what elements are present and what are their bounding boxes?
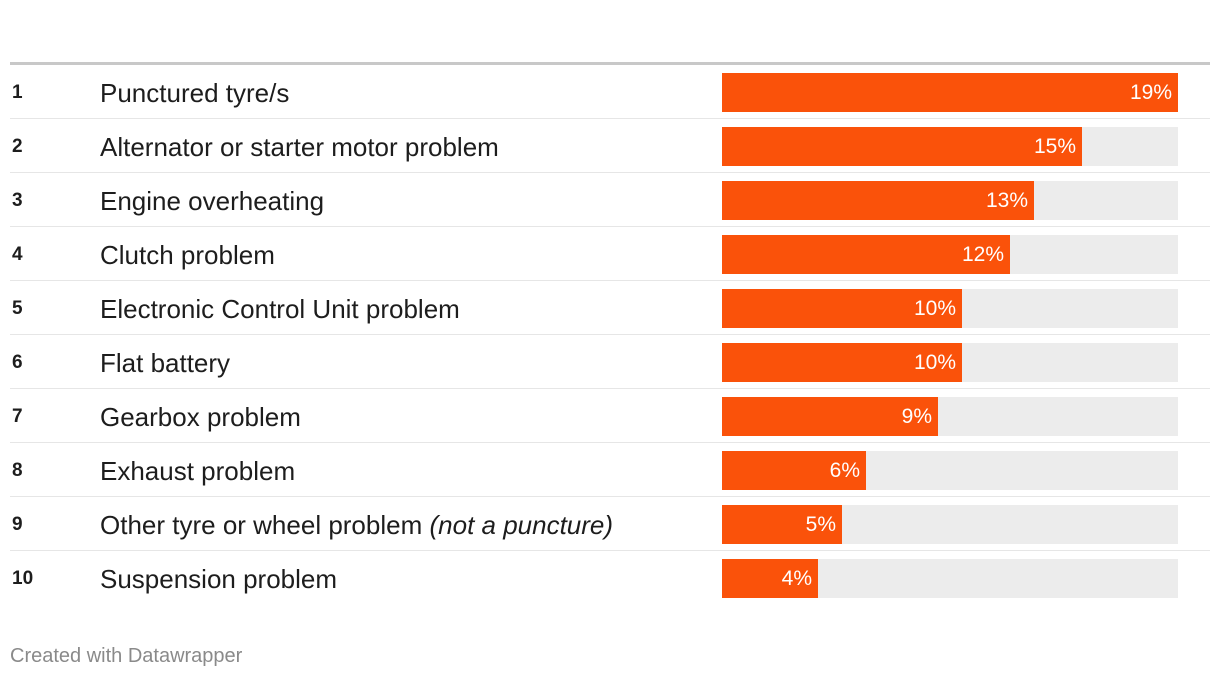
category-name: Clutch problem <box>100 240 275 270</box>
bar-track: 15% <box>722 127 1178 166</box>
bar-value-label: 10% <box>913 351 956 374</box>
bar-track: 5% <box>722 505 1178 544</box>
category-name: Exhaust problem <box>100 456 296 486</box>
table-row: 10 Suspension problem 4% <box>10 551 1210 604</box>
category-label: Flat battery <box>100 335 230 388</box>
bar: 12% <box>722 235 1010 274</box>
ranking-table: 1 Punctured tyre/s 19% 2 Alternator or start… <box>10 62 1210 604</box>
rank-number: 4 <box>12 244 23 265</box>
category-label: Punctured tyre/s <box>100 65 289 118</box>
category-name: Engine overheating <box>100 186 325 216</box>
bar-track: 13% <box>722 181 1178 220</box>
table-row: 6 Flat battery 10% <box>10 335 1210 389</box>
rank-number: 8 <box>12 460 23 481</box>
category-name: Other tyre or wheel problem <box>100 510 423 540</box>
category-label: Suspension problem <box>100 551 337 604</box>
category-name: Gearbox problem <box>100 402 301 432</box>
bar-value-label: 15% <box>1033 135 1076 158</box>
rank-number: 1 <box>12 82 23 103</box>
bar-value-label: 6% <box>829 459 860 482</box>
bar-value-label: 5% <box>805 513 836 536</box>
bar-value-label: 19% <box>1129 81 1172 104</box>
bar-value-label: 4% <box>781 567 812 590</box>
rank-number: 10 <box>12 568 34 589</box>
category-name: Suspension problem <box>100 564 338 594</box>
category-note: (not a puncture) <box>429 510 614 540</box>
bar: 19% <box>722 73 1178 112</box>
bar-value-label: 10% <box>913 297 956 320</box>
category-label: Clutch problem <box>100 227 275 280</box>
rank-number: 2 <box>12 136 23 157</box>
table-row: 5 Electronic Control Unit problem 10% <box>10 281 1210 335</box>
category-label: Engine overheating <box>100 173 324 226</box>
table-row: 7 Gearbox problem 9% <box>10 389 1210 443</box>
category-label: Exhaust problem <box>100 443 295 496</box>
table-row: 4 Clutch problem 12% <box>10 227 1210 281</box>
category-label: Gearbox problem <box>100 389 301 442</box>
category-name: Electronic Control Unit problem <box>100 294 460 324</box>
bar-track: 10% <box>722 289 1178 328</box>
table-row: 2 Alternator or starter motor problem 15% <box>10 119 1210 173</box>
category-name: Alternator or starter motor problem <box>100 132 499 162</box>
bar: 6% <box>722 451 866 490</box>
bar: 10% <box>722 343 962 382</box>
bar-value-label: 9% <box>901 405 932 428</box>
bar-value-label: 12% <box>961 243 1004 266</box>
rank-number: 7 <box>12 406 23 427</box>
table-row: 1 Punctured tyre/s 19% <box>10 65 1210 119</box>
category-label: Alternator or starter motor problem <box>100 119 499 172</box>
bar-track: 6% <box>722 451 1178 490</box>
rank-number: 6 <box>12 352 23 373</box>
category-name: Punctured tyre/s <box>100 78 290 108</box>
bar: 10% <box>722 289 962 328</box>
table-row: 9 Other tyre or wheel problem (not a punc… <box>10 497 1210 551</box>
bar-track: 9% <box>722 397 1178 436</box>
category-label: Electronic Control Unit problem <box>100 281 460 334</box>
bar: 5% <box>722 505 842 544</box>
bar-track: 12% <box>722 235 1178 274</box>
bar: 13% <box>722 181 1034 220</box>
bar-track: 10% <box>722 343 1178 382</box>
credit-text[interactable]: Created with Datawrapper <box>10 645 243 667</box>
bar: 4% <box>722 559 818 598</box>
rank-number: 5 <box>12 298 23 319</box>
rank-number: 9 <box>12 514 23 535</box>
category-name: Flat battery <box>100 348 231 378</box>
bar-track: 4% <box>722 559 1178 598</box>
bar-track: 19% <box>722 73 1178 112</box>
bar: 9% <box>722 397 938 436</box>
table-row: 3 Engine overheating 13% <box>10 173 1210 227</box>
rank-number: 3 <box>12 190 23 211</box>
bar-value-label: 13% <box>985 189 1028 212</box>
table-row: 8 Exhaust problem 6% <box>10 443 1210 497</box>
bar: 15% <box>722 127 1082 166</box>
category-label: Other tyre or wheel problem (not a punct… <box>100 497 613 550</box>
